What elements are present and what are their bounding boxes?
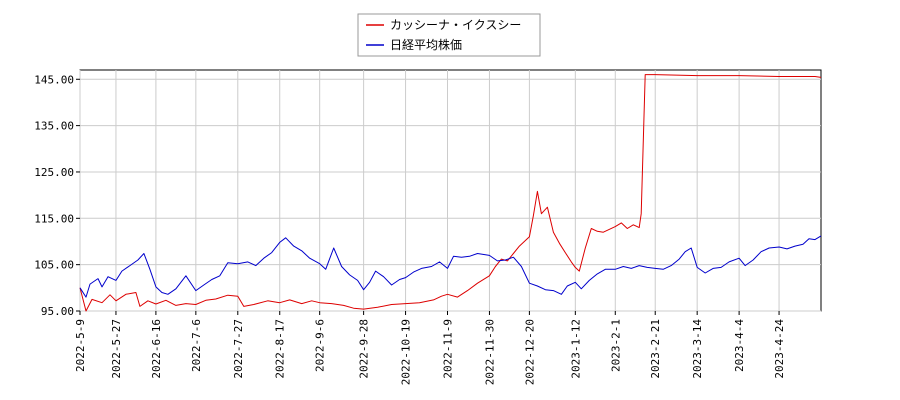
- x-tick-label: 2022-7-27: [232, 319, 245, 379]
- x-tick-label: 2022-5-27: [110, 319, 123, 379]
- legend-label-cassina: カッシーナ・イクスシー: [390, 18, 521, 32]
- series-line-0: [79, 74, 822, 312]
- y-tick-label: 105.00: [34, 259, 74, 272]
- x-tick-label: 2023-1-12: [569, 319, 582, 379]
- x-tick-label: 2023-4-24: [773, 319, 786, 379]
- x-tick-label: 2022-6-16: [150, 319, 163, 379]
- grid: [79, 70, 821, 312]
- x-tick-label: 2023-2-21: [649, 319, 662, 379]
- legend-box: [357, 13, 541, 57]
- y-tick-label: 95.00: [41, 305, 74, 318]
- series-line-1: [79, 235, 822, 298]
- y-tick-label: 125.00: [34, 166, 74, 179]
- x-tick-label: 2023-4-4: [733, 319, 746, 372]
- series-lines: [79, 74, 822, 312]
- x-tick-label: 2022-5-9: [74, 319, 87, 372]
- y-tick-label: 145.00: [34, 73, 74, 86]
- x-axis-ticks: 2022-5-9 2022-5-27 2022-6-16 2022-7-6 2022-7…: [74, 311, 786, 385]
- plot-area: [79, 69, 822, 312]
- x-tick-label: 2022-9-6: [314, 319, 327, 372]
- x-tick-label: 2022-8-17: [274, 319, 287, 379]
- x-tick-label: 2022-12-20: [523, 319, 536, 385]
- x-tick-label: 2023-2-1: [609, 319, 622, 372]
- y-tick-label: 135.00: [34, 120, 74, 133]
- x-tick-label: 2022-9-28: [358, 319, 371, 379]
- x-tick-label: 2022-11-9: [442, 319, 455, 379]
- y-axis-ticks: 95.00 105.00 115.00 125.00 135.00 145.00: [34, 73, 80, 318]
- legend: カッシーナ・イクスシー 日経平均株価: [357, 13, 541, 57]
- y-tick-label: 115.00: [34, 212, 74, 225]
- x-tick-label: 2023-3-14: [691, 319, 704, 379]
- legend-label-nikkei: 日経平均株価: [390, 37, 462, 52]
- x-tick-label: 2022-7-6: [190, 319, 203, 372]
- x-tick-label: 2022-11-30: [483, 319, 496, 385]
- x-tick-label: 2022-10-19: [400, 319, 413, 385]
